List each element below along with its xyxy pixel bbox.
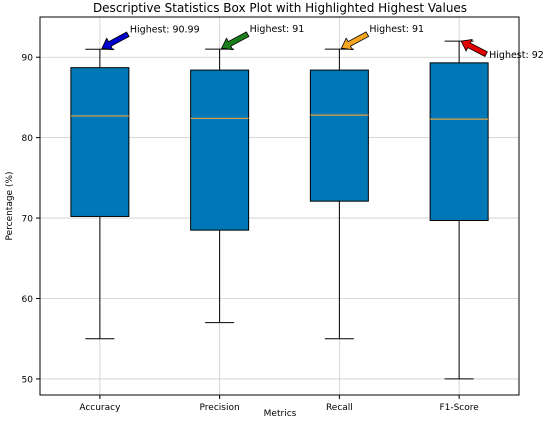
y-tick-label: 70 [22,215,34,225]
plot-frame [39,16,520,396]
y-tick-label: 80 [22,134,34,144]
box-accuracy [70,67,130,217]
y-tick-label: 50 [22,375,34,385]
chart-title: Descriptive Statistics Box Plot with Hig… [93,1,467,15]
annotation-arrow [220,31,250,51]
box-recall [309,69,369,202]
x-tick-label: Accuracy [79,403,121,413]
annotation-label: Highest: 91 [369,24,424,35]
x-axis-label: Metrics [264,409,297,419]
annotation-arrow [101,31,130,51]
x-tick-label: Precision [200,403,240,413]
x-tick-label: F1-Score [439,403,479,413]
annotation-label: Highest: 92 [489,50,544,61]
boxes-group [70,40,489,380]
y-tick-label: 60 [22,295,34,305]
annotation-label: Highest: 91 [250,24,305,35]
annotations-group: Highest: 90.99 Highest: 91 Highest: 91 High… [101,24,544,61]
x-axis-ticks: Accuracy Precision Recall F1-Score [79,395,479,413]
annotation-arrow [340,31,370,51]
annotation-arrow [460,38,488,57]
box-f1-score [429,62,489,221]
box-precision [190,69,250,231]
y-tick-label: 90 [22,54,34,64]
y-axis-ticks: 50 60 70 80 90 [22,54,40,385]
x-tick-label: Recall [326,403,353,413]
y-axis-label: Percentage (%) [5,171,15,240]
annotation-label: Highest: 90.99 [130,24,200,35]
